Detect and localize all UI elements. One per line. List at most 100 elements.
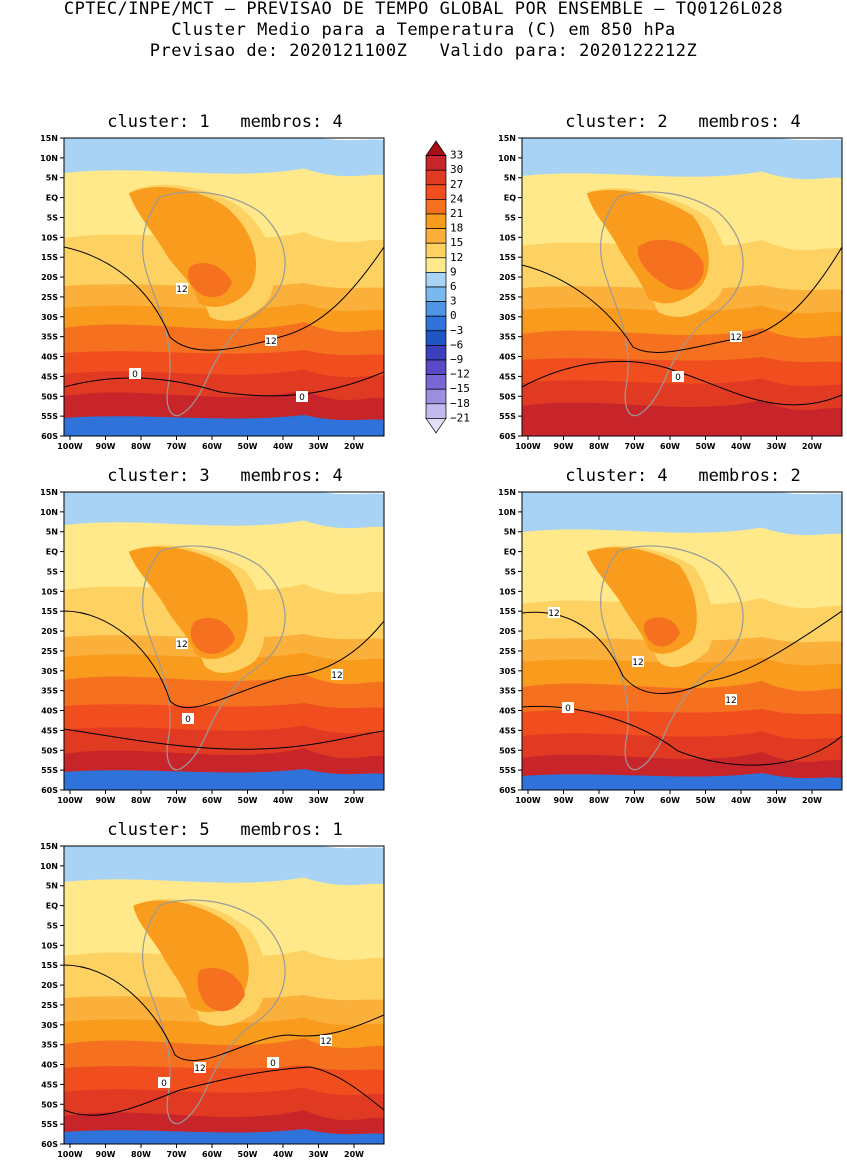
lat-tick-label: 40S <box>41 353 58 362</box>
lat-tick-label: 20S <box>499 273 516 282</box>
lat-tick-label: 45S <box>41 372 58 381</box>
lon-tick-label: 70W <box>167 1150 187 1159</box>
lat-tick-label: 10N <box>40 862 58 871</box>
map-frame <box>63 137 385 437</box>
lat-tick-label: 20S <box>41 981 58 990</box>
lat-tick-label: 30S <box>499 667 516 676</box>
lat-tick-label: 50S <box>499 392 516 401</box>
contour-12 <box>64 610 384 709</box>
temperature-map-cluster-2: 12 0 15N 10N 5N EQ 5S 10S 15S 20S 25S 30S 35S 40S 45S 5… <box>498 134 843 451</box>
colorbar-label: 24 <box>450 192 464 205</box>
lat-tick-label: 30S <box>41 1021 58 1030</box>
contour-label: 0 <box>132 370 138 380</box>
temperature-map-cluster-4: 12 12 12 0 15N 10N 5N EQ 5S 10S 15S 20S 25S 30S 35S 40S… <box>498 488 843 805</box>
lon-tick-label: 70W <box>625 442 645 451</box>
lat-tick-label: 45S <box>41 726 58 735</box>
lon-tick-label: 50W <box>238 1150 258 1159</box>
contour-label-bg <box>562 702 574 713</box>
colorbar-label: 27 <box>450 178 463 191</box>
contour-label-bg <box>176 283 188 294</box>
contour-label: 12 <box>725 696 736 706</box>
colorbar-swatch <box>425 272 447 288</box>
lat-tick-label: 50S <box>41 1100 58 1109</box>
contour-label: 0 <box>270 1059 276 1069</box>
panel-title-3: cluster: 3 membros: 4 <box>107 466 343 486</box>
lon-tick-label: 90W <box>96 442 116 451</box>
colorbar-swatch <box>425 257 447 273</box>
lat-tick-label: 45S <box>499 726 516 735</box>
contour-label-bg <box>176 638 188 649</box>
lon-tick-label: 40W <box>273 796 293 805</box>
lon-tick-label: 60W <box>202 442 222 451</box>
colorbar-label: 18 <box>450 222 463 235</box>
lat-tick-label: 5S <box>505 213 517 222</box>
contour-0 <box>64 728 384 750</box>
panel-title-1: cluster: 1 membros: 4 <box>107 112 343 132</box>
contour-label-bg <box>194 1062 206 1073</box>
contour-label: 0 <box>299 393 305 403</box>
lon-tick-label: 70W <box>167 442 187 451</box>
lat-tick-label: 35S <box>41 687 58 696</box>
lat-tick-label: 40S <box>41 707 58 716</box>
lon-tick-label: 20W <box>344 796 364 805</box>
contour-label-bg <box>725 694 737 705</box>
lat-tick-label: 15S <box>41 607 58 616</box>
lon-tick-label: 60W <box>660 796 680 805</box>
colorbar-label: 9 <box>450 265 457 278</box>
coastline <box>600 191 744 417</box>
lat-tick-label: EQ <box>504 194 516 203</box>
lat-tick-label: 20S <box>499 627 516 636</box>
contour-label-bg <box>730 331 742 342</box>
colorbar-label: −9 <box>450 353 463 366</box>
contour-label: 12 <box>320 1037 331 1047</box>
colorbar-label: −3 <box>450 324 463 337</box>
lon-tick-label: 20W <box>802 442 822 451</box>
colorbar-swatch <box>425 155 447 171</box>
contour-label-bg <box>182 713 194 724</box>
lat-tick-label: 35S <box>41 1041 58 1050</box>
lat-tick-label: 25S <box>499 293 516 302</box>
lat-tick-label: 45S <box>499 372 516 381</box>
lat-tick-label: 20S <box>41 273 58 282</box>
temperature-map-cluster-1: 12 12 0 0 15N 10N 5N EQ 5S 10S 15S 20S 25S 30S 35S 40S 4… <box>40 134 385 451</box>
lat-tick-label: 15S <box>499 607 516 616</box>
colorbar-swatch <box>425 140 447 156</box>
colorbar-label: 30 <box>450 163 463 176</box>
colorbar-swatch <box>425 345 447 361</box>
contour-label-bg <box>129 368 141 379</box>
lat-tick-label: 50S <box>41 746 58 755</box>
colorbar-swatch <box>425 301 447 317</box>
colorbar-label: 33 <box>450 149 463 162</box>
lat-tick-label: EQ <box>504 548 516 557</box>
lon-tick-label: 80W <box>131 796 151 805</box>
lon-tick-label: 90W <box>96 796 116 805</box>
lat-tick-label: 10S <box>41 587 58 596</box>
lat-tick-label: 30S <box>41 667 58 676</box>
contour-label-bg <box>267 1057 279 1068</box>
contour-0 <box>64 371 384 397</box>
lat-tick-label: 5N <box>46 528 58 537</box>
colorbar-label: 3 <box>450 295 457 308</box>
lat-tick-label: 5S <box>47 567 59 576</box>
coastline <box>142 899 286 1125</box>
lon-tick-label: 20W <box>344 442 364 451</box>
lat-tick-label: 5N <box>504 174 516 183</box>
contour-label-bg <box>548 607 560 618</box>
lon-tick-label: 50W <box>238 442 258 451</box>
lon-tick-label: 100W <box>57 1150 83 1159</box>
temperature-band <box>522 400 842 436</box>
contour-label-bg <box>320 1035 332 1046</box>
colorbar-swatch <box>425 418 447 434</box>
lon-tick-label: 30W <box>309 442 329 451</box>
contour-label: 12 <box>548 609 559 619</box>
temperature-band <box>64 769 384 790</box>
contour-label: 12 <box>632 658 643 668</box>
contour-label: 12 <box>331 671 342 681</box>
colorbar-swatch <box>425 213 447 229</box>
contour-label: 0 <box>161 1079 167 1089</box>
lat-tick-label: 15S <box>499 253 516 262</box>
lon-tick-label: 90W <box>554 796 574 805</box>
colorbar-label: −18 <box>450 397 470 410</box>
colorbar-swatch <box>425 374 447 390</box>
hot-core <box>643 617 680 647</box>
